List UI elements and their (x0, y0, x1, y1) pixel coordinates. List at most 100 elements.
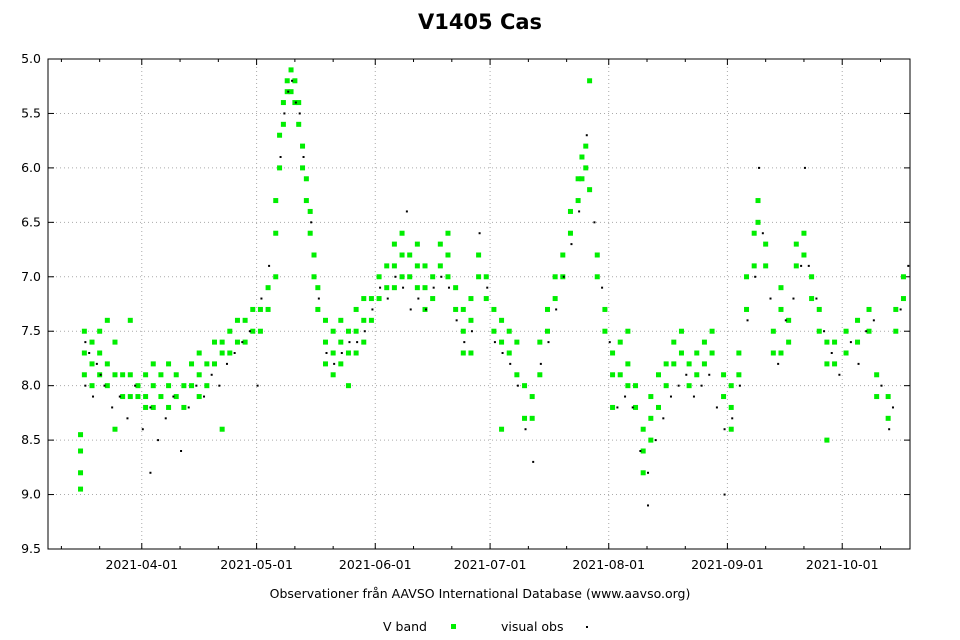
v-band-point (399, 230, 405, 236)
v-band-point (751, 230, 757, 236)
visual-obs-point (88, 352, 91, 354)
v-band-point (288, 67, 294, 73)
v-band-point (617, 372, 623, 378)
v-band-point (104, 317, 110, 323)
v-band-point (893, 306, 899, 312)
v-band-point (353, 328, 359, 334)
x-tick-label: 2021-05-01 (220, 557, 293, 572)
v-band-point (330, 328, 336, 334)
visual-obs-point (815, 297, 818, 300)
visual-obs-point (333, 362, 336, 365)
v-band-point (770, 328, 776, 334)
v-band-point (280, 121, 286, 127)
v-band-point (166, 383, 172, 389)
v-band-point (460, 350, 466, 356)
v-band-point (315, 306, 321, 312)
v-band-point (701, 361, 707, 367)
v-band-point (506, 350, 512, 356)
v-band-point (78, 448, 84, 454)
v-band-point (234, 339, 240, 345)
v-band-point (499, 426, 505, 432)
visual-obs-point (524, 428, 527, 431)
visual-obs-point (379, 286, 382, 289)
v-band-point (770, 350, 776, 356)
visual-obs-point (180, 450, 183, 452)
v-band-point (567, 208, 573, 214)
v-band-point (529, 394, 535, 400)
v-band-point (257, 306, 263, 312)
visual-obs-point (310, 221, 313, 224)
v-band-point (468, 296, 474, 302)
v-band-point (277, 132, 283, 138)
v-band-point (567, 230, 573, 236)
v-band-point (330, 372, 336, 378)
visual-obs-point (888, 428, 891, 431)
v-band-point (483, 274, 489, 280)
v-band-point (143, 404, 149, 410)
v-band-point (663, 383, 669, 389)
visual-obs-point (647, 471, 650, 474)
visual-obs-point (302, 156, 305, 158)
v-band-point (506, 328, 512, 334)
v-band-point (900, 296, 906, 302)
v-band-point (483, 296, 489, 302)
v-band-point (633, 404, 639, 410)
v-band-point (361, 296, 367, 302)
visual-obs-point (283, 112, 286, 115)
v-band-point (522, 415, 528, 421)
v-band-point (728, 426, 734, 432)
v-band-point (143, 394, 149, 400)
v-band-point (104, 361, 110, 367)
v-band-point (476, 252, 482, 258)
v-band-point (311, 252, 317, 258)
v-band-point (575, 198, 581, 204)
visual-obs-point (669, 395, 672, 398)
v-band-point (257, 328, 263, 334)
v-band-point (736, 350, 742, 356)
x-tick-label: 2021-08-01 (572, 557, 645, 572)
x-tick-label: 2021-07-01 (454, 557, 527, 572)
v-band-point (694, 372, 700, 378)
v-band-point (338, 361, 344, 367)
visual-obs-point (547, 341, 550, 344)
v-band-point (671, 361, 677, 367)
v-band-point (751, 263, 757, 269)
v-band-point (303, 176, 309, 182)
v-band-point (376, 296, 382, 302)
v-band-point (437, 241, 443, 247)
visual-obs-point (363, 330, 366, 333)
v-band-point (728, 404, 734, 410)
v-band-point (120, 372, 126, 378)
v-band-point (353, 306, 359, 312)
visual-obs-point (662, 417, 665, 420)
visual-obs-point (134, 384, 137, 387)
visual-obs-point (172, 395, 175, 398)
visual-obs-point (103, 384, 106, 387)
v-band-point (537, 372, 543, 378)
v-band-point (671, 339, 677, 345)
visual-obs-point (501, 352, 504, 354)
v-band-point (219, 350, 225, 356)
visual-obs-point (723, 428, 726, 431)
v-band-point (793, 263, 799, 269)
v-band-point (514, 339, 520, 345)
v-band-point (809, 274, 815, 280)
v-band-point (610, 372, 616, 378)
v-band-point (288, 89, 294, 95)
v-band-point (816, 328, 822, 334)
v-band-point (296, 121, 302, 127)
y-tick-label: 8.0 (21, 378, 41, 393)
v-band-point (265, 306, 271, 312)
v-band-point (832, 361, 838, 367)
visual-obs-point (880, 384, 883, 387)
v-band-point (491, 328, 497, 334)
v-band-point (430, 296, 436, 302)
v-band-point (663, 361, 669, 367)
v-band-point (273, 230, 279, 236)
v-band-point (173, 394, 179, 400)
legend-label-v-band: V band (383, 619, 427, 634)
v-band-point (204, 361, 210, 367)
v-band-point (311, 274, 317, 280)
visual-obs-point (907, 264, 910, 267)
v-band-point (786, 339, 792, 345)
